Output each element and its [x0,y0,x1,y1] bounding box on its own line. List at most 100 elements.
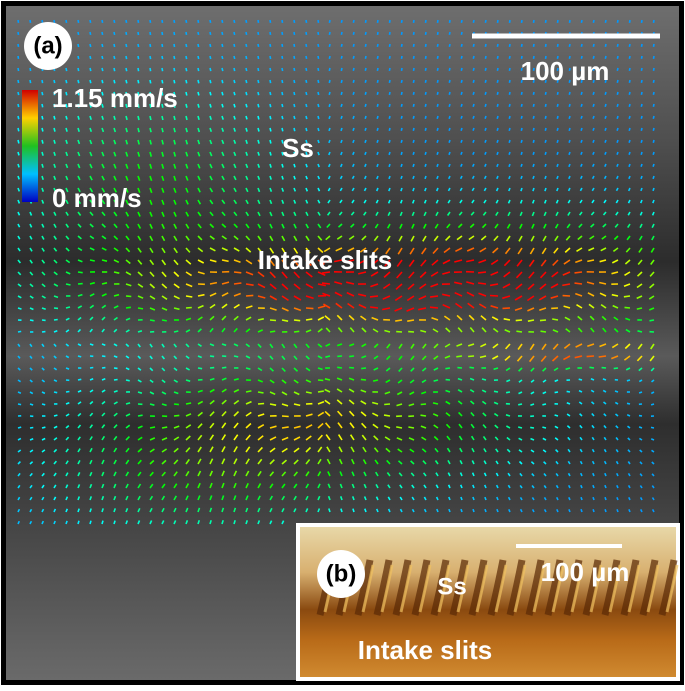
vector-arrow [461,56,462,59]
vector-arrow [557,140,558,143]
vector-arrow [329,104,330,107]
vector-arrow [521,140,522,143]
vector-arrow [258,140,259,144]
vector-arrow [521,92,522,95]
vector-arrow [521,164,522,167]
vector-arrow [395,320,402,321]
vector-arrow [591,379,594,380]
vector-arrow [377,56,378,59]
vector-arrow [494,391,498,392]
vector-arrow [534,20,535,23]
vector-arrow [557,128,558,131]
vector-arrow [629,44,630,47]
vector-arrow [353,104,354,107]
vector-arrow [246,68,247,71]
vector-arrow [78,509,79,512]
vector-arrow [270,80,271,83]
vector-arrow [389,140,390,143]
vector-arrow [234,356,238,357]
vector-arrow [150,427,155,428]
vector-arrow [210,80,211,83]
vector-arrow [30,404,33,405]
vector-arrow [341,140,342,143]
vector-arrow [222,44,223,47]
vector-arrow [246,20,247,23]
vector-arrow [126,307,131,308]
vector-arrow [306,32,307,35]
vector-arrow [485,20,486,23]
vector-arrow [378,20,379,23]
vector-arrow [425,140,426,143]
vector-arrow [629,80,630,83]
vector-arrow [234,116,235,120]
vector-arrow [162,128,163,132]
vector-arrow [294,128,295,131]
vector-arrow [557,509,558,512]
vector-arrow [390,44,391,47]
vector-arrow [545,164,546,167]
vector-arrow [402,20,403,23]
vector-arrow [401,116,402,119]
vector-arrow [509,176,510,179]
vector-arrow [353,140,354,143]
vector-arrow [377,116,378,119]
vector-arrow [186,296,192,297]
vector-arrow [377,92,378,95]
vector-arrow [377,152,378,155]
vector-arrow [258,116,259,119]
vector-arrow [270,331,275,332]
vector-arrow [617,509,618,512]
vector-arrow [413,164,414,167]
vector-arrow [365,128,366,131]
vector-arrow [449,104,450,107]
vector-arrow [370,307,378,308]
vector-arrow [497,80,498,83]
vector-arrow [509,188,510,191]
vector-arrow [603,379,606,380]
vector-arrow [402,44,403,47]
vector-arrow [18,152,19,155]
vector-arrow [306,116,307,119]
vector-arrow [198,368,202,369]
vector-arrow [258,128,259,132]
vector-arrow [402,32,403,35]
vector-arrow [545,188,546,191]
vector-arrow [270,140,271,144]
vector-arrow [294,56,295,59]
vector-arrow [174,32,175,35]
vector-arrow [341,509,342,512]
vector-arrow [509,104,510,107]
vector-arrow [617,44,618,47]
vector-arrow [174,415,179,416]
vector-arrow [42,128,43,132]
vector-arrow [461,68,462,71]
vector-arrow [629,104,630,107]
vector-arrow [234,44,235,47]
vector-arrow [437,509,438,512]
vector-arrow [426,44,427,47]
vector-arrow [78,272,83,273]
vector-arrow [365,104,366,107]
vector-arrow [617,80,618,83]
vector-arrow [605,497,606,500]
vector-arrow [485,68,486,71]
vector-arrow [138,56,139,59]
vector-arrow [174,128,175,132]
vector-arrow [341,68,342,71]
vector-arrow [210,104,211,108]
vector-arrow [162,68,163,71]
vector-arrow [210,44,211,47]
vector-arrow [294,164,295,167]
vector-arrow [449,68,450,71]
vector-arrow [246,104,247,107]
vector-arrow [78,356,81,357]
vector-arrow [651,427,654,428]
vector-arrow [42,104,43,107]
vector-arrow [485,56,486,59]
vector-arrow [162,56,163,59]
vector-arrow [533,164,534,167]
vector-arrow [629,176,630,179]
vector-arrow [294,92,295,95]
vector-arrow [510,20,511,23]
vector-arrow [485,152,486,155]
